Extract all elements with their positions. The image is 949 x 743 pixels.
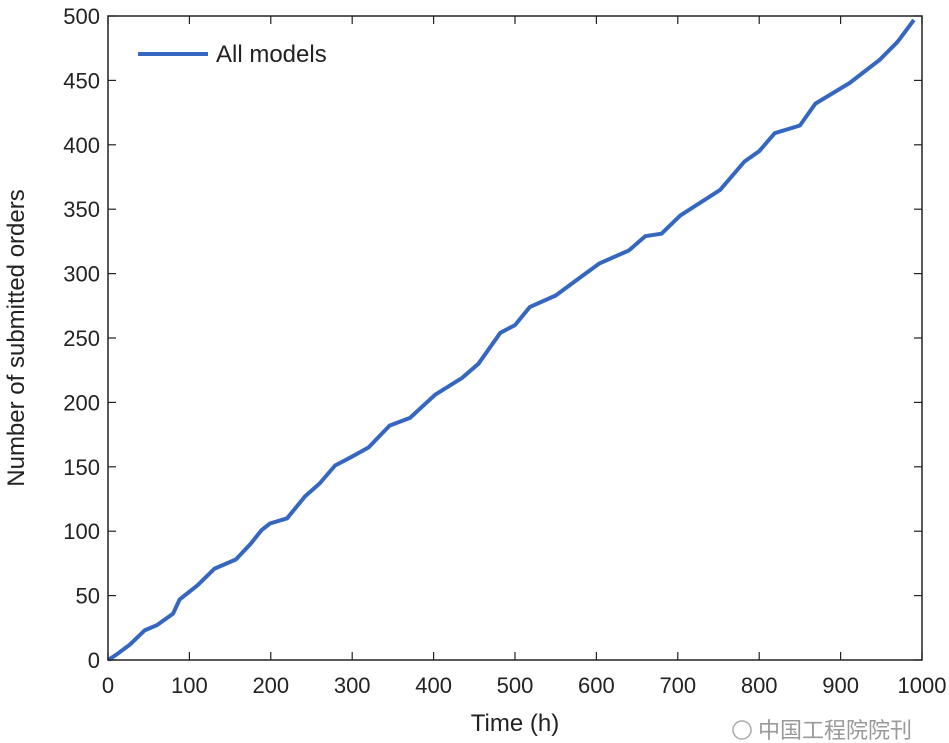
wechat-icon <box>732 720 752 740</box>
y-tick-label: 50 <box>76 584 100 609</box>
x-tick-label: 1000 <box>898 673 947 698</box>
y-tick-label: 250 <box>63 326 100 351</box>
y-tick-label: 150 <box>63 455 100 480</box>
legend: All models <box>138 41 327 68</box>
x-tick-label: 100 <box>171 673 208 698</box>
x-tick-label: 600 <box>578 673 615 698</box>
watermark: 中国工程院院刊 <box>732 718 912 743</box>
y-tick-label: 500 <box>63 4 100 29</box>
series-line-all-models <box>106 18 916 662</box>
plot-frame <box>107 15 923 661</box>
x-tick-label: 300 <box>334 673 371 698</box>
legend-label: All models <box>216 41 327 68</box>
watermark-text: 中国工程院院刊 <box>758 718 912 743</box>
x-tick-label: 200 <box>252 673 289 698</box>
x-axis-label: Time (h) <box>471 710 559 737</box>
x-tick-label: 800 <box>741 673 778 698</box>
y-tick-label: 200 <box>63 390 100 415</box>
y-axis-label: Number of submitted orders <box>3 189 30 486</box>
y-tick-label: 0 <box>88 648 100 673</box>
y-tick-label: 300 <box>63 262 100 287</box>
y-tick-label: 350 <box>63 197 100 222</box>
x-tick-label: 500 <box>497 673 534 698</box>
y-tick-label: 450 <box>63 68 100 93</box>
x-tick-label: 0 <box>102 673 114 698</box>
y-tick-label: 400 <box>63 133 100 158</box>
x-tick-label: 700 <box>659 673 696 698</box>
x-tick-label: 400 <box>415 673 452 698</box>
x-tick-label: 900 <box>822 673 859 698</box>
y-tick-label: 100 <box>63 519 100 544</box>
